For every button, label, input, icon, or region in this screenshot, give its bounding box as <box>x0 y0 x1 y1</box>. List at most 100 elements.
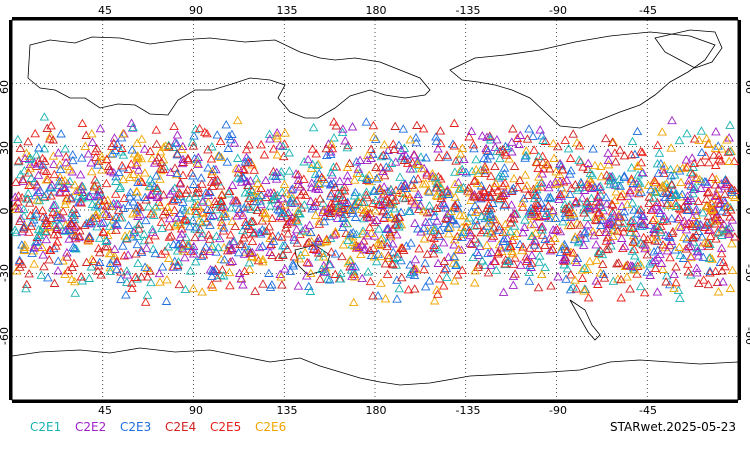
observation-triangle <box>252 185 262 194</box>
observation-triangle <box>246 216 257 225</box>
observation-triangle <box>183 155 193 164</box>
observation-triangle <box>183 153 193 163</box>
observation-triangle <box>77 153 87 162</box>
observation-triangle <box>661 178 672 188</box>
observation-triangle <box>360 244 370 253</box>
observation-triangle <box>596 202 607 212</box>
observation-triangle <box>128 232 138 241</box>
observation-triangle <box>227 243 238 252</box>
observation-triangle <box>606 212 616 222</box>
observation-triangle <box>431 190 442 200</box>
observation-triangle <box>477 131 488 140</box>
observation-triangle <box>320 266 331 276</box>
observation-triangle <box>217 265 228 274</box>
observation-triangle <box>438 281 449 290</box>
observation-triangle <box>39 261 49 271</box>
observation-triangle <box>562 246 572 255</box>
observation-triangle <box>76 198 87 207</box>
observation-triangle <box>25 163 35 173</box>
observation-triangle <box>277 280 287 289</box>
observation-triangle <box>386 231 396 241</box>
observation-triangle <box>127 283 137 293</box>
observation-triangle <box>123 200 134 209</box>
observation-triangle <box>302 238 313 248</box>
observation-triangle <box>666 143 676 152</box>
observation-triangle <box>720 261 730 271</box>
observation-triangle <box>561 274 571 283</box>
observation-triangle <box>720 189 730 198</box>
observation-triangle <box>230 221 240 231</box>
observation-triangle <box>378 166 388 176</box>
observation-triangle <box>144 234 154 244</box>
observation-triangle <box>254 242 265 252</box>
observation-triangle <box>545 193 556 203</box>
observation-triangle <box>263 188 273 197</box>
observation-triangle <box>376 251 387 261</box>
observation-triangle <box>578 162 588 171</box>
observation-triangle <box>128 169 139 178</box>
observation-triangle <box>449 118 460 127</box>
observation-triangle <box>323 204 334 213</box>
observation-triangle <box>584 204 595 214</box>
observation-triangle <box>337 251 347 261</box>
observation-triangle <box>659 161 669 170</box>
observation-triangle <box>207 181 218 191</box>
observation-triangle <box>726 205 736 214</box>
observation-triangle <box>560 254 570 263</box>
observation-triangle <box>88 256 99 265</box>
observation-triangle <box>710 213 721 222</box>
observation-triangle <box>480 164 491 173</box>
observation-triangle <box>565 153 576 162</box>
observation-triangle <box>420 258 430 267</box>
observation-triangle <box>540 240 550 250</box>
observation-triangle <box>416 152 426 161</box>
observation-triangle <box>300 223 311 233</box>
observation-triangle <box>710 160 721 169</box>
observation-triangle <box>485 150 496 160</box>
observation-triangle <box>342 170 353 180</box>
observation-triangle <box>457 143 468 152</box>
observation-triangle <box>109 244 120 253</box>
observation-triangle <box>560 199 570 209</box>
observation-triangle <box>705 224 715 234</box>
observation-triangle <box>321 236 332 245</box>
observation-triangle <box>259 226 270 235</box>
observation-triangle <box>29 242 39 251</box>
observation-triangle <box>379 170 390 180</box>
observation-triangle <box>61 195 71 205</box>
top-lon-label: 90 <box>189 4 203 17</box>
observation-triangle <box>702 187 713 197</box>
observation-triangle <box>662 245 673 255</box>
observation-triangle <box>277 232 287 241</box>
observation-triangle <box>409 270 420 280</box>
observation-triangle <box>632 126 643 136</box>
observation-triangle <box>432 289 443 298</box>
observation-triangle <box>579 263 590 272</box>
top-longitude-labels: 45 90 135 180 -135 -90 -45 <box>98 4 657 17</box>
observation-triangle <box>403 206 414 215</box>
observation-triangle <box>361 117 372 126</box>
left-axis-bar <box>9 20 12 400</box>
observation-triangle <box>119 193 130 202</box>
observation-triangle <box>674 242 685 251</box>
observation-triangle <box>543 192 553 202</box>
observation-triangle <box>172 168 182 178</box>
observation-triangle <box>241 220 251 230</box>
observation-triangle <box>349 191 360 200</box>
greenland-coastline <box>654 29 723 69</box>
observation-triangle <box>570 275 580 284</box>
observation-triangle <box>380 293 391 303</box>
observation-triangle <box>163 242 174 251</box>
observation-triangle <box>15 143 26 152</box>
observation-triangle <box>338 192 348 202</box>
observation-triangle <box>194 187 204 197</box>
observation-triangle <box>608 276 619 285</box>
observation-triangle <box>676 222 686 231</box>
observation-triangle <box>705 268 715 277</box>
observation-triangle <box>548 244 558 254</box>
observation-triangle <box>151 139 162 148</box>
observation-triangle <box>49 243 59 253</box>
observation-triangle <box>139 144 150 153</box>
observation-triangle <box>359 213 369 223</box>
observation-triangle <box>247 160 257 169</box>
